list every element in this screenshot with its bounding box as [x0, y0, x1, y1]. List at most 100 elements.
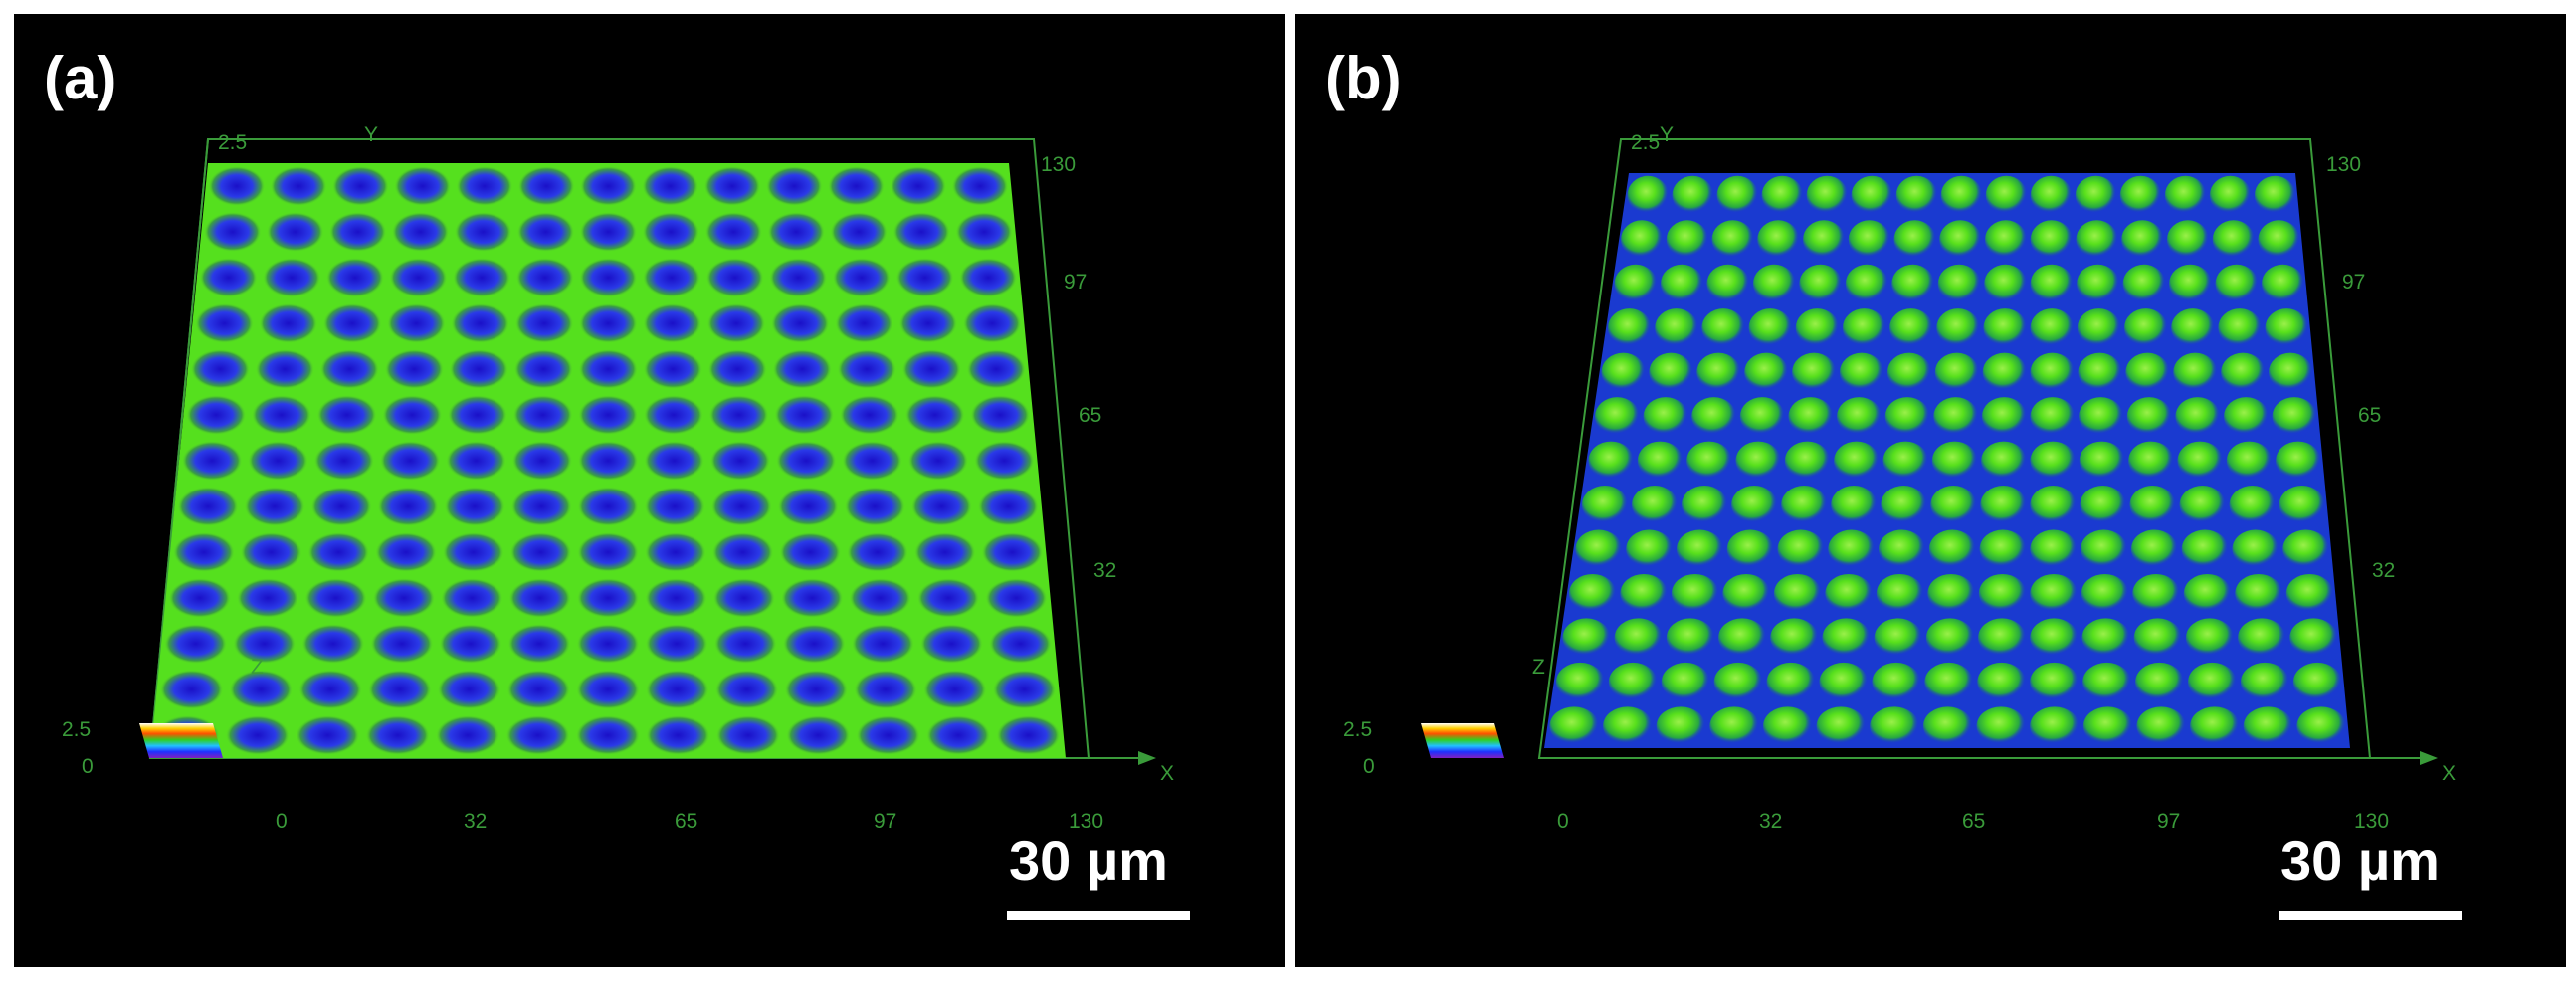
dimple [645, 669, 709, 710]
dome [1671, 573, 1719, 613]
dome [2030, 662, 2079, 701]
dimple [642, 211, 700, 253]
dome [1828, 529, 1876, 569]
dimple [780, 577, 844, 619]
dome [1722, 573, 1770, 613]
dimple [962, 302, 1022, 344]
dimple [765, 165, 823, 207]
dimple [229, 669, 294, 710]
dome [2164, 175, 2207, 215]
dome [2235, 573, 2282, 613]
dimple [576, 623, 640, 665]
dome [1978, 618, 2027, 658]
dimple [159, 669, 224, 710]
dimple [890, 165, 947, 207]
dome [2171, 308, 2215, 348]
dimple [577, 440, 639, 482]
dome [1744, 352, 1789, 392]
dimple [985, 577, 1048, 619]
dimple [846, 531, 909, 573]
dome [2030, 486, 2077, 524]
dome [2030, 441, 2076, 481]
dome [2030, 397, 2076, 436]
y-tick-65-a: 65 [1079, 404, 1102, 427]
dimple [919, 623, 984, 665]
dimple [297, 669, 363, 710]
dimple [988, 623, 1053, 665]
dome [2030, 308, 2075, 348]
dome [1637, 441, 1684, 481]
dome [1614, 618, 1663, 658]
dome [2128, 441, 2174, 481]
dome [1666, 220, 1708, 260]
dimple [442, 531, 504, 573]
dome [1757, 220, 1800, 260]
dome [2258, 220, 2300, 260]
dome [1879, 529, 1925, 569]
dome [1748, 308, 1792, 348]
dimple [370, 623, 434, 665]
dimple [365, 714, 431, 756]
dimple [310, 486, 372, 527]
dome [1620, 573, 1668, 613]
dome [2082, 706, 2133, 746]
dome [1660, 264, 1703, 303]
dome [1682, 486, 1728, 524]
dimple [705, 257, 764, 298]
panel-b: (b) 2.5 Y Z X 130 97 65 32 0 32 65 97 13… [1295, 14, 2566, 967]
dome [1925, 618, 1974, 658]
dome [1893, 220, 1936, 260]
dimple [578, 348, 639, 390]
dome [2272, 397, 2317, 436]
scale-bar-label-a: 30 µm [1009, 829, 1168, 891]
dome [1977, 662, 2026, 701]
dome [1931, 441, 1978, 481]
dimple [851, 623, 915, 665]
dimple [707, 348, 768, 390]
dimple [391, 211, 450, 253]
dimple [644, 440, 705, 482]
dimple [770, 302, 830, 344]
scale-bar-a [1007, 911, 1190, 920]
x-tick-97-b: 97 [2157, 810, 2181, 833]
dome [2218, 308, 2262, 348]
dimple [377, 486, 439, 527]
dome [2079, 441, 2125, 481]
scale-bar-b [2279, 911, 2462, 920]
dimple [506, 669, 571, 710]
dome [2279, 486, 2325, 524]
dimple [981, 531, 1044, 573]
dimple [259, 302, 318, 344]
dimple [642, 165, 699, 207]
dome [2226, 441, 2273, 481]
dimple [784, 669, 849, 710]
dome [1784, 441, 1831, 481]
y-tick-32-a: 32 [1093, 559, 1117, 582]
dimple [844, 486, 906, 527]
dimple [319, 348, 380, 390]
x-tick-32-b: 32 [1759, 810, 1783, 833]
dome [1621, 220, 1664, 260]
dimple [767, 211, 826, 253]
dome [2265, 308, 2308, 348]
dome [2261, 264, 2304, 303]
dome [2081, 618, 2130, 658]
dome [1980, 486, 2027, 524]
dimple [703, 165, 761, 207]
dome [2077, 264, 2119, 303]
dome [2136, 706, 2186, 746]
dome [1713, 662, 1763, 701]
dimple [382, 394, 443, 436]
legend-max-a: 2.5 [62, 718, 92, 741]
dimple [203, 211, 262, 253]
dome [2269, 352, 2313, 392]
dimple [769, 257, 828, 298]
legend-max-b: 2.5 [1343, 718, 1373, 741]
z-max-tick-a: 2.5 [218, 131, 248, 154]
dome [1985, 175, 2028, 215]
dimple [513, 348, 574, 390]
dome [1706, 264, 1750, 303]
dome [1984, 220, 2028, 260]
dimple [379, 440, 441, 482]
dimple [456, 165, 513, 207]
